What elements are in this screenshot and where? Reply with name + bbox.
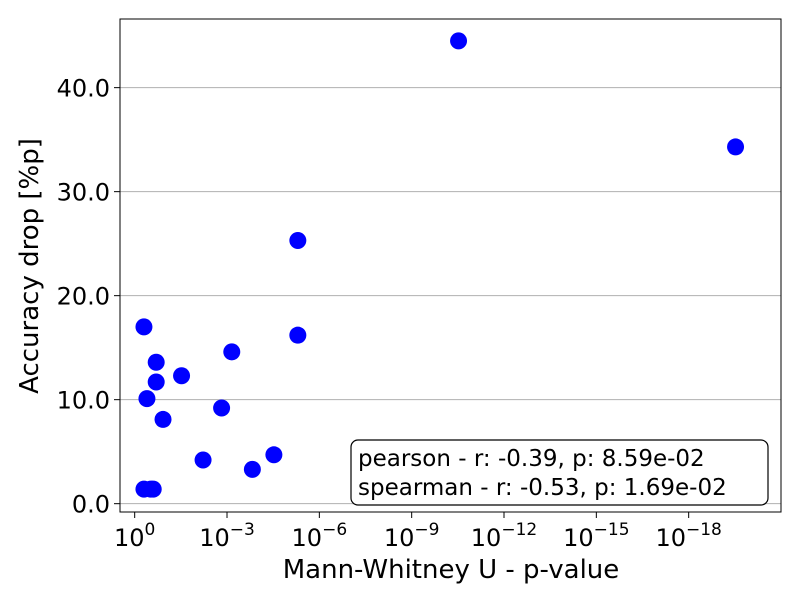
x-tick-label-0: 100	[114, 520, 155, 552]
data-point-7	[154, 410, 172, 428]
x-tick-label-5: 10−15	[563, 520, 629, 552]
y-tick-label-4: 40.0	[57, 75, 110, 103]
annotation-line-spearman: spearman - r: -0.53, p: 1.69e-02	[358, 475, 727, 501]
data-point-15	[289, 326, 307, 344]
correlation-annotation: pearson - r: -0.39, p: 8.59e-02 spearman…	[350, 439, 769, 506]
data-point-14	[289, 232, 307, 250]
tick-labels: 0.0 10.0 20.0 30.0 40.0 100 10−3 10−6 10−9 10−12 1…	[57, 75, 722, 552]
x-tick-label-1: 10−3	[199, 520, 255, 552]
data-point-4	[144, 480, 162, 498]
data-point-6	[147, 353, 165, 371]
plot-frame	[119, 18, 782, 513]
data-point-16	[450, 32, 468, 50]
data-point-2	[138, 390, 156, 408]
y-axis-label: Accuracy drop [%p]	[15, 138, 45, 394]
data-points	[135, 32, 745, 498]
data-point-9	[194, 451, 212, 469]
axis-ticks	[114, 87, 690, 518]
data-point-10	[213, 399, 231, 417]
data-point-0	[135, 318, 153, 336]
data-point-11	[223, 343, 241, 361]
data-point-5	[147, 373, 165, 391]
data-point-12	[243, 460, 261, 478]
y-tick-label-3: 30.0	[57, 179, 110, 207]
y-tick-label-1: 10.0	[57, 387, 110, 415]
x-axis-label: Mann-Whitney U - p-value	[283, 555, 620, 585]
x-tick-label-3: 10−9	[384, 520, 440, 552]
x-tick-label-4: 10−12	[471, 520, 537, 552]
x-tick-label-6: 10−18	[655, 520, 721, 552]
data-point-8	[173, 367, 191, 385]
x-tick-label-2: 10−6	[292, 520, 348, 552]
data-point-13	[265, 446, 283, 464]
data-point-17	[727, 138, 745, 156]
y-tick-label-0: 0.0	[72, 491, 110, 519]
annotation-box	[350, 439, 769, 506]
annotation-line-pearson: pearson - r: -0.39, p: 8.59e-02	[358, 446, 705, 472]
y-tick-label-2: 20.0	[57, 283, 110, 311]
